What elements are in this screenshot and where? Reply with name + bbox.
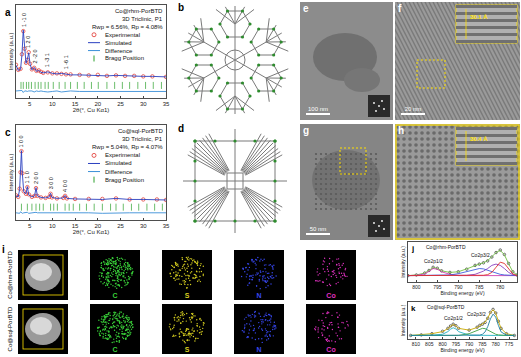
svg-text:C: C [112, 346, 117, 353]
svg-text:Difference: Difference [105, 169, 133, 175]
svg-text:Simulated: Simulated [105, 160, 132, 166]
svg-text:Binding energy (eV): Binding energy (eV) [440, 290, 485, 296]
svg-text:Binding energy (eV): Binding energy (eV) [440, 347, 485, 353]
svg-text:Difference: Difference [105, 48, 133, 54]
svg-text:4 0 0: 4 0 0 [62, 180, 68, 192]
svg-text:Co2p1/2: Co2p1/2 [444, 315, 463, 321]
svg-text:20: 20 [94, 223, 101, 229]
svg-text:Intensity (a.u.): Intensity (a.u.) [400, 246, 406, 278]
svg-text:Bragg Position: Bragg Position [105, 55, 144, 61]
svg-text:Co@rhm-PorBTD: Co@rhm-PorBTD [7, 251, 13, 299]
svg-text:30: 30 [140, 101, 147, 107]
svg-text:3D Triclinic, P1: 3D Triclinic, P1 [122, 136, 163, 142]
svg-text:35: 35 [163, 223, 170, 229]
svg-text:c: c [5, 127, 11, 138]
svg-text:g: g [303, 125, 309, 136]
svg-text:35: 35 [163, 101, 170, 107]
svg-text:Intensity (a.u.): Intensity (a.u.) [8, 153, 14, 191]
svg-text:Experimental: Experimental [105, 32, 140, 38]
svg-text:1 -6 1: 1 -6 1 [63, 55, 69, 69]
svg-text:C: C [112, 292, 117, 299]
svg-text:775: 775 [505, 341, 514, 347]
svg-text:Experimental: Experimental [105, 152, 140, 158]
svg-text:25: 25 [117, 101, 124, 107]
svg-text:S: S [185, 346, 190, 353]
svg-text:Intensity (a.u.): Intensity (a.u.) [8, 32, 14, 70]
svg-text:795: 795 [452, 341, 461, 347]
svg-text:3 0 0: 3 0 0 [48, 177, 54, 189]
svg-text:50 nm: 50 nm [310, 226, 327, 232]
svg-text:f: f [398, 3, 402, 14]
svg-text:Co@sql-PorBTD: Co@sql-PorBTD [427, 304, 465, 310]
svg-text:S: S [185, 292, 190, 299]
svg-text:d: d [178, 123, 184, 134]
svg-text:1 2 0: 1 2 0 [25, 36, 31, 48]
svg-text:1 -3 1: 1 -3 1 [44, 53, 50, 67]
svg-text:15: 15 [72, 223, 79, 229]
svg-text:2θ(°, Cu Kα1): 2θ(°, Cu Kα1) [73, 229, 110, 235]
svg-text:15: 15 [72, 101, 79, 107]
svg-text:Co2p3/2: Co2p3/2 [467, 311, 486, 317]
svg-text:785: 785 [478, 341, 487, 347]
svg-text:30.1 Å: 30.1 Å [470, 14, 488, 20]
svg-text:Simulated: Simulated [105, 40, 132, 46]
svg-text:Rwp = 5.04%, Rp = 4.07%: Rwp = 5.04%, Rp = 4.07% [92, 144, 163, 150]
svg-text:N: N [256, 346, 261, 353]
svg-text:800: 800 [438, 341, 447, 347]
svg-text:Intensity (a.u.): Intensity (a.u.) [400, 304, 406, 336]
svg-text:790: 790 [454, 284, 463, 290]
svg-text:780: 780 [492, 341, 501, 347]
svg-text:805: 805 [425, 341, 434, 347]
svg-text:N: N [256, 292, 261, 299]
svg-text:25: 25 [117, 223, 124, 229]
svg-text:20: 20 [94, 101, 101, 107]
svg-text:j: j [411, 244, 414, 253]
svg-text:10: 10 [49, 101, 56, 107]
svg-text:h: h [398, 125, 404, 136]
svg-text:810: 810 [412, 341, 421, 347]
svg-text:800: 800 [412, 284, 421, 290]
svg-text:5: 5 [28, 223, 32, 229]
svg-text:20 nm: 20 nm [405, 106, 422, 112]
svg-text:Co2p3/2: Co2p3/2 [471, 252, 490, 258]
svg-text:Co2p1/2: Co2p1/2 [424, 258, 443, 264]
svg-text:1 -1 0: 1 -1 0 [21, 13, 27, 27]
svg-text:Co@sql-PorBTD: Co@sql-PorBTD [7, 306, 13, 351]
svg-text:e: e [303, 3, 309, 14]
svg-text:Co@rhm-PorBTD: Co@rhm-PorBTD [426, 244, 466, 250]
svg-text:b: b [178, 2, 184, 13]
svg-text:2 -2 0: 2 -2 0 [32, 49, 38, 63]
svg-text:785: 785 [475, 284, 484, 290]
svg-text:1 0 0: 1 0 0 [18, 135, 24, 147]
svg-text:30.4 Å: 30.4 Å [470, 136, 488, 142]
svg-text:5: 5 [28, 101, 32, 107]
svg-text:1 1 0: 1 1 0 [24, 171, 30, 183]
svg-text:10: 10 [49, 223, 56, 229]
svg-text:Co@sql-PorBTD: Co@sql-PorBTD [118, 128, 163, 134]
svg-text:Bragg Position: Bragg Position [105, 177, 144, 183]
svg-text:2 0 0: 2 0 0 [33, 172, 39, 184]
svg-text:780: 780 [496, 284, 505, 290]
svg-text:k: k [411, 304, 416, 313]
svg-text:795: 795 [433, 284, 442, 290]
svg-text:Rwp = 6.56%, Rp = 4.08%: Rwp = 6.56%, Rp = 4.08% [92, 24, 163, 30]
svg-text:30: 30 [140, 223, 147, 229]
svg-text:a: a [5, 7, 11, 18]
svg-text:Co: Co [326, 346, 335, 353]
svg-text:Co@rhm-PorBTD: Co@rhm-PorBTD [115, 8, 163, 14]
svg-text:100 nm: 100 nm [308, 106, 328, 112]
svg-text:790: 790 [465, 341, 474, 347]
svg-text:Co: Co [326, 292, 335, 299]
svg-text:3D Triclinic, P1: 3D Triclinic, P1 [122, 16, 163, 22]
svg-text:2θ(°, Cu Kα1): 2θ(°, Cu Kα1) [73, 107, 110, 113]
svg-text:i: i [2, 244, 5, 255]
